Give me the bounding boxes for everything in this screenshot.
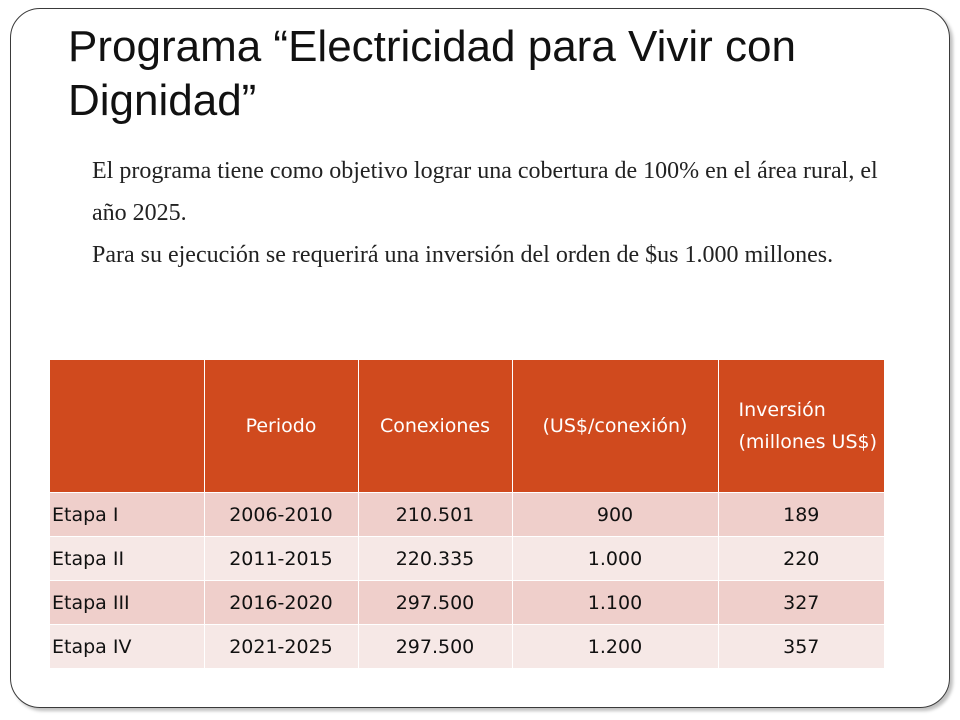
cell-cost-per-connection: 900 (512, 492, 719, 537)
cell-stage: Etapa IV (50, 624, 205, 668)
cell-investment: 357 (718, 624, 884, 668)
slide-frame (10, 8, 950, 708)
cell-connections: 297.500 (358, 580, 513, 625)
cell-investment: 189 (718, 492, 884, 537)
table-header-row: Periodo Conexiones (US$/conexión) Invers… (50, 360, 884, 493)
cell-cost-per-connection: 1.200 (512, 624, 719, 668)
cell-cost-per-connection: 1.000 (512, 536, 719, 581)
cell-cost-per-connection: 1.100 (512, 580, 719, 625)
header-cell-stage (50, 360, 205, 493)
cell-connections: 210.501 (358, 492, 513, 537)
slide-title: Programa “Electricidad para Vivir con Di… (68, 22, 796, 125)
cell-stage: Etapa I (50, 492, 205, 537)
cell-investment: 327 (718, 580, 884, 625)
header-cell-cost-per-connection: (US$/conexión) (512, 360, 719, 493)
table-row: Etapa I 2006-2010 210.501 900 189 (50, 492, 884, 537)
body-paragraph-objective: El programa tiene como objetivo lograr u… (92, 158, 878, 226)
header-cell-investment: Inversión (millones US$) (718, 360, 884, 493)
investment-table: Periodo Conexiones (US$/conexión) Invers… (50, 360, 884, 668)
cell-connections: 297.500 (358, 624, 513, 668)
cell-stage: Etapa III (50, 580, 205, 625)
body-paragraph-investment: Para su ejecución se requerirá una inver… (92, 242, 834, 268)
slide-body: El programa tiene como objetivo lograr u… (92, 150, 892, 276)
cell-period: 2006-2010 (204, 492, 359, 537)
cell-stage: Etapa II (50, 536, 205, 581)
cell-period: 2021-2025 (204, 624, 359, 668)
header-cell-period: Periodo (204, 360, 359, 493)
cell-period: 2016-2020 (204, 580, 359, 625)
table-row: Etapa III 2016-2020 297.500 1.100 327 (50, 580, 884, 625)
table-row: Etapa II 2011-2015 220.335 1.000 220 (50, 536, 884, 581)
cell-investment: 220 (718, 536, 884, 581)
header-cell-connections: Conexiones (358, 360, 513, 493)
table-row: Etapa IV 2021-2025 297.500 1.200 357 (50, 624, 884, 668)
cell-period: 2011-2015 (204, 536, 359, 581)
cell-connections: 220.335 (358, 536, 513, 581)
